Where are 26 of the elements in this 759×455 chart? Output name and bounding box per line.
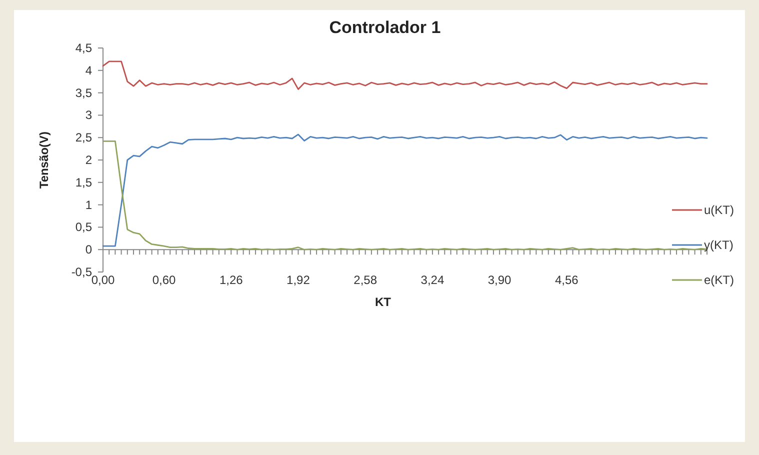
legend-label: y(KT) (704, 238, 734, 252)
x-axis-title: KT (375, 295, 392, 309)
y-tick-label: 0,5 (75, 220, 92, 234)
y-axis-title: Tensão(V) (37, 131, 51, 189)
y-tick-label: 3 (85, 108, 92, 122)
x-tick-label: 3,90 (488, 273, 512, 287)
y-tick-label: 1 (85, 198, 92, 212)
chart-title: Controlador 1 (329, 18, 441, 37)
x-tick-label: 0,00 (91, 273, 115, 287)
y-tick-label: 4,5 (75, 41, 92, 55)
y-tick-label: 4 (85, 63, 92, 78)
y-tick-label: 2 (85, 153, 92, 167)
y-tick-label: -0,5 (71, 265, 92, 279)
y-tick-label: 1,5 (75, 175, 92, 190)
y-tick-label: 2,5 (75, 130, 92, 145)
x-tick-label: 3,24 (420, 273, 444, 287)
x-tick-label: 1,92 (286, 273, 310, 287)
legend-label: u(KT) (704, 203, 734, 217)
y-tick-label: 0 (85, 242, 92, 257)
x-tick-label: 1,26 (219, 273, 244, 287)
line-series (102, 60, 708, 90)
x-tick-label: 4,56 (554, 273, 579, 287)
x-tick-label: 0,60 (152, 273, 176, 287)
legend-label: e(KT) (704, 273, 734, 287)
x-tick-label: 2,58 (354, 273, 378, 287)
y-tick-label: 3,5 (75, 86, 92, 100)
